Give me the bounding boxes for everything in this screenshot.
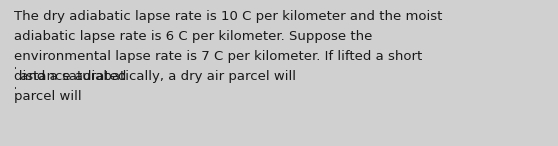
Text: parcel will: parcel will [14, 90, 86, 103]
Text: .: . [16, 90, 20, 103]
Text: and a saturated: and a saturated [16, 70, 126, 83]
Text: adiabatic lapse rate is 6 C per kilometer. Suppose the: adiabatic lapse rate is 6 C per kilomete… [14, 30, 372, 43]
Text: The dry adiabatic lapse rate is 10 C per kilometer and the moist: The dry adiabatic lapse rate is 10 C per… [14, 10, 442, 23]
Text: environmental lapse rate is 7 C per kilometer. If lifted a short: environmental lapse rate is 7 C per kilo… [14, 50, 422, 63]
Text: distance adiabatically, a dry air parcel will: distance adiabatically, a dry air parcel… [14, 70, 300, 83]
